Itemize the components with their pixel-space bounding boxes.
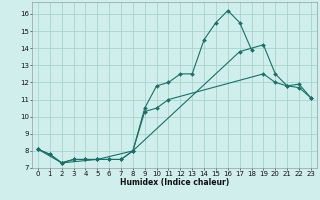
X-axis label: Humidex (Indice chaleur): Humidex (Indice chaleur) [120, 178, 229, 187]
